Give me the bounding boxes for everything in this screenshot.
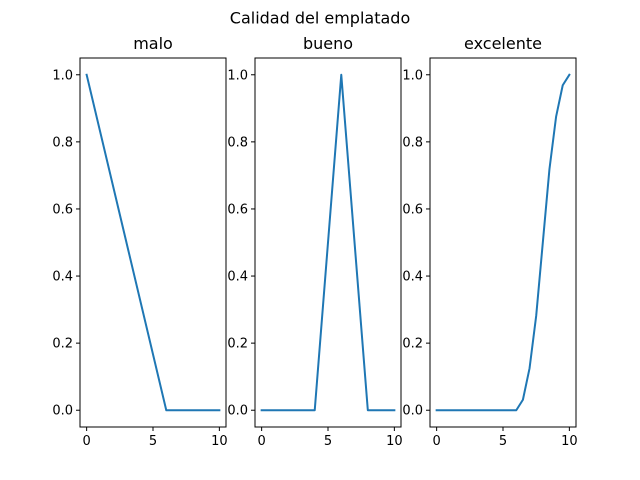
x-tick-label: 10 bbox=[561, 434, 578, 449]
y-tick-label: 0.4 bbox=[402, 270, 423, 285]
y-tick-label: 0.8 bbox=[402, 135, 423, 150]
subplot-malo: malo 0 5 10 0.0 0.2 0.4 0.6 0.8 1.0 bbox=[52, 34, 227, 449]
y-tick-label: 0.6 bbox=[402, 202, 423, 217]
series-line bbox=[85, 73, 221, 412]
y-tick-label: 0.0 bbox=[52, 404, 73, 419]
y-tick-label: 1.0 bbox=[227, 68, 248, 83]
y-tick-label: 0.0 bbox=[227, 404, 248, 419]
y-tick-label: 0.2 bbox=[402, 337, 423, 352]
y-tick-label: 0.4 bbox=[227, 270, 248, 285]
y-tick-label: 0.2 bbox=[52, 337, 73, 352]
y-tick-label: 0.4 bbox=[52, 270, 73, 285]
x-tick-label: 0 bbox=[432, 434, 440, 449]
x-tick-label: 0 bbox=[257, 434, 265, 449]
subplot-title: bueno bbox=[303, 34, 353, 53]
y-tick-label: 0.6 bbox=[52, 202, 73, 217]
figure-title: Calidad del emplatado bbox=[230, 9, 410, 28]
y-tick-label: 1.0 bbox=[52, 68, 73, 83]
subplot-title: excelente bbox=[464, 34, 542, 53]
x-tick-label: 10 bbox=[386, 434, 403, 449]
subplot-bueno: bueno 0 5 10 0.0 0.2 0.4 0.6 0.8 1.0 bbox=[227, 34, 402, 449]
y-tick-label: 1.0 bbox=[402, 68, 423, 83]
x-tick-label: 10 bbox=[211, 434, 228, 449]
subplot-excelente: excelente 0 5 10 0.0 0.2 0.4 0.6 0.8 1.0 bbox=[402, 34, 577, 449]
y-tick-label: 0.6 bbox=[227, 202, 248, 217]
series-line bbox=[260, 73, 396, 412]
series-line bbox=[435, 73, 571, 412]
x-tick-label: 5 bbox=[324, 434, 332, 449]
x-tick-label: 5 bbox=[499, 434, 507, 449]
y-tick-label: 0.0 bbox=[402, 404, 423, 419]
y-tick-label: 0.8 bbox=[227, 135, 248, 150]
subplots: malo 0 5 10 0.0 0.2 0.4 0.6 0.8 1.0 bueno 0 5 10 0.0 0.… bbox=[52, 34, 577, 449]
y-tick-label: 0.8 bbox=[52, 135, 73, 150]
subplot-title: malo bbox=[133, 34, 173, 53]
y-tick-label: 0.2 bbox=[227, 337, 248, 352]
x-tick-label: 5 bbox=[149, 434, 157, 449]
x-tick-label: 0 bbox=[82, 434, 90, 449]
